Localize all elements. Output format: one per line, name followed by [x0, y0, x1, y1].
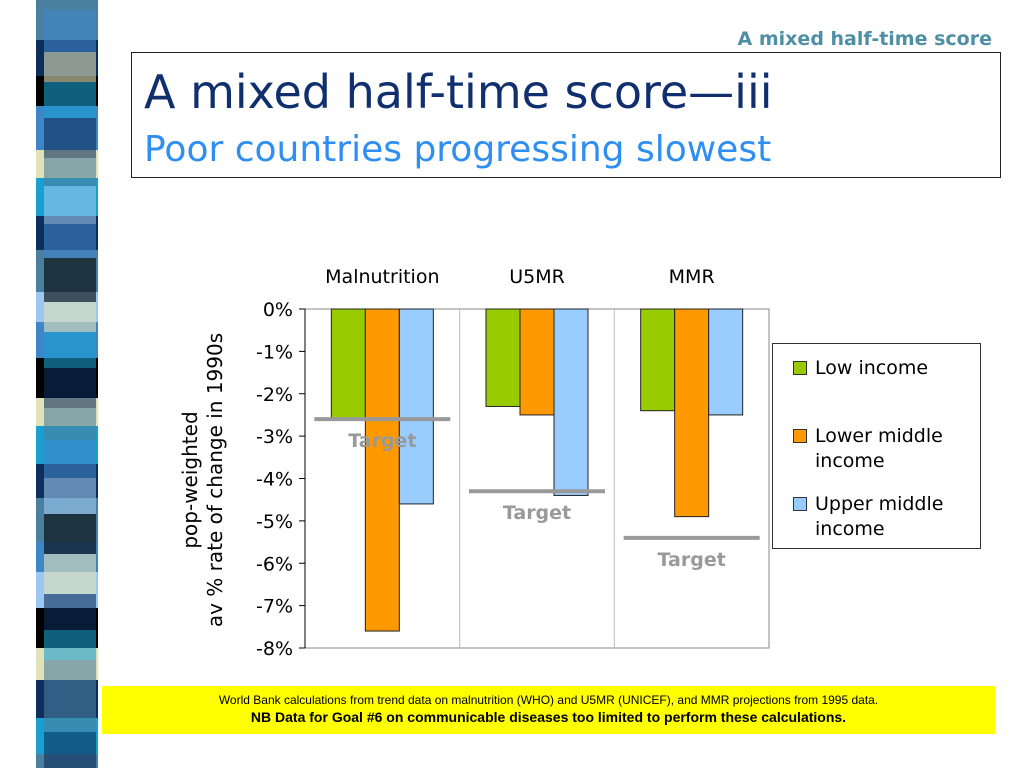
chart-legend: Low income Lower middle income Upper mid… [772, 343, 981, 549]
strip-block-overlay [44, 408, 96, 440]
strip-block-overlay [44, 158, 96, 186]
y-tick-label: -7% [256, 596, 293, 618]
decorative-left-strip [0, 0, 120, 768]
legend-label: Low income [815, 357, 929, 379]
bar-upper-middle-income [398, 308, 434, 505]
y-tick-label: -4% [256, 469, 293, 491]
y-tick-label: -3% [256, 426, 293, 448]
strip-block-overlay [44, 224, 96, 258]
slide-subtitle: Poor countries progressing slowest [144, 129, 772, 170]
legend-label: Lower middle income [815, 425, 943, 472]
bar-low-income [640, 308, 676, 412]
strip-block-overlay [44, 732, 96, 768]
y-tick-label: 0% [263, 299, 293, 321]
y-axis-label-line1: pop-weighted [178, 411, 202, 548]
y-tick-label: -6% [256, 553, 293, 575]
strip-block-overlay [44, 554, 96, 594]
strip-block-overlay [44, 440, 96, 478]
y-tick-label: -5% [256, 511, 293, 533]
target-label: Target [348, 430, 416, 452]
y-axis-label-line2: av % rate of change in 1990s [203, 333, 227, 627]
legend-swatch-upper-middle-income [793, 497, 807, 511]
y-tick-label: -1% [256, 341, 293, 363]
legend-item-lower-middle-income: Lower middle income [793, 424, 975, 474]
legend-swatch-lower-middle-income [793, 429, 807, 443]
bar-lower-middle-income [674, 308, 710, 518]
bar-low-income [330, 308, 366, 420]
legend-label: Upper middle income [815, 493, 944, 540]
bar-upper-middle-income [708, 308, 744, 416]
category-label: MMR [669, 266, 715, 288]
strip-block-overlay [44, 704, 96, 732]
strip-block-overlay [44, 82, 96, 118]
strip-block-overlay [44, 118, 96, 158]
bar-low-income [485, 308, 521, 407]
target-label: Target [503, 502, 571, 524]
footnote-note: NB Data for Goal #6 on communicable dise… [250, 709, 847, 725]
strip-block-overlay [44, 258, 96, 302]
strip-block-overlay [44, 52, 96, 82]
strip-block-overlay [44, 368, 96, 408]
header-label: A mixed half-time score [737, 28, 992, 50]
strip-block-overlay [44, 594, 96, 630]
y-tick-label: -8% [256, 638, 293, 660]
category-label: U5MR [509, 266, 565, 288]
strip-block-overlay [44, 302, 96, 332]
target-label: Target [658, 549, 726, 571]
bar-lower-middle-income [519, 308, 555, 416]
strip-block-overlay [44, 332, 96, 368]
category-label: Malnutrition [325, 266, 439, 288]
title-box: A mixed half-time score—iii Poor countri… [131, 52, 1001, 178]
legend-item-upper-middle-income: Upper middle income [793, 492, 975, 542]
strip-block-overlay [44, 630, 96, 660]
strip-block-overlay [44, 478, 96, 514]
strip-block-overlay [44, 186, 96, 224]
legend-swatch-low-income [793, 361, 807, 375]
legend-item-low-income: Low income [793, 356, 975, 381]
bar-upper-middle-income [553, 308, 589, 496]
slide-title: A mixed half-time score—iii [144, 65, 773, 119]
footnote-box: World Bank calculations from trend data … [102, 686, 995, 734]
bar-lower-middle-income [364, 308, 400, 632]
strip-block-overlay [44, 660, 96, 704]
strip-block-overlay [44, 514, 96, 554]
footnote-source: World Bank calculations from trend data … [218, 693, 879, 707]
strip-block-overlay [44, 10, 96, 52]
y-tick-label: -2% [256, 384, 293, 406]
